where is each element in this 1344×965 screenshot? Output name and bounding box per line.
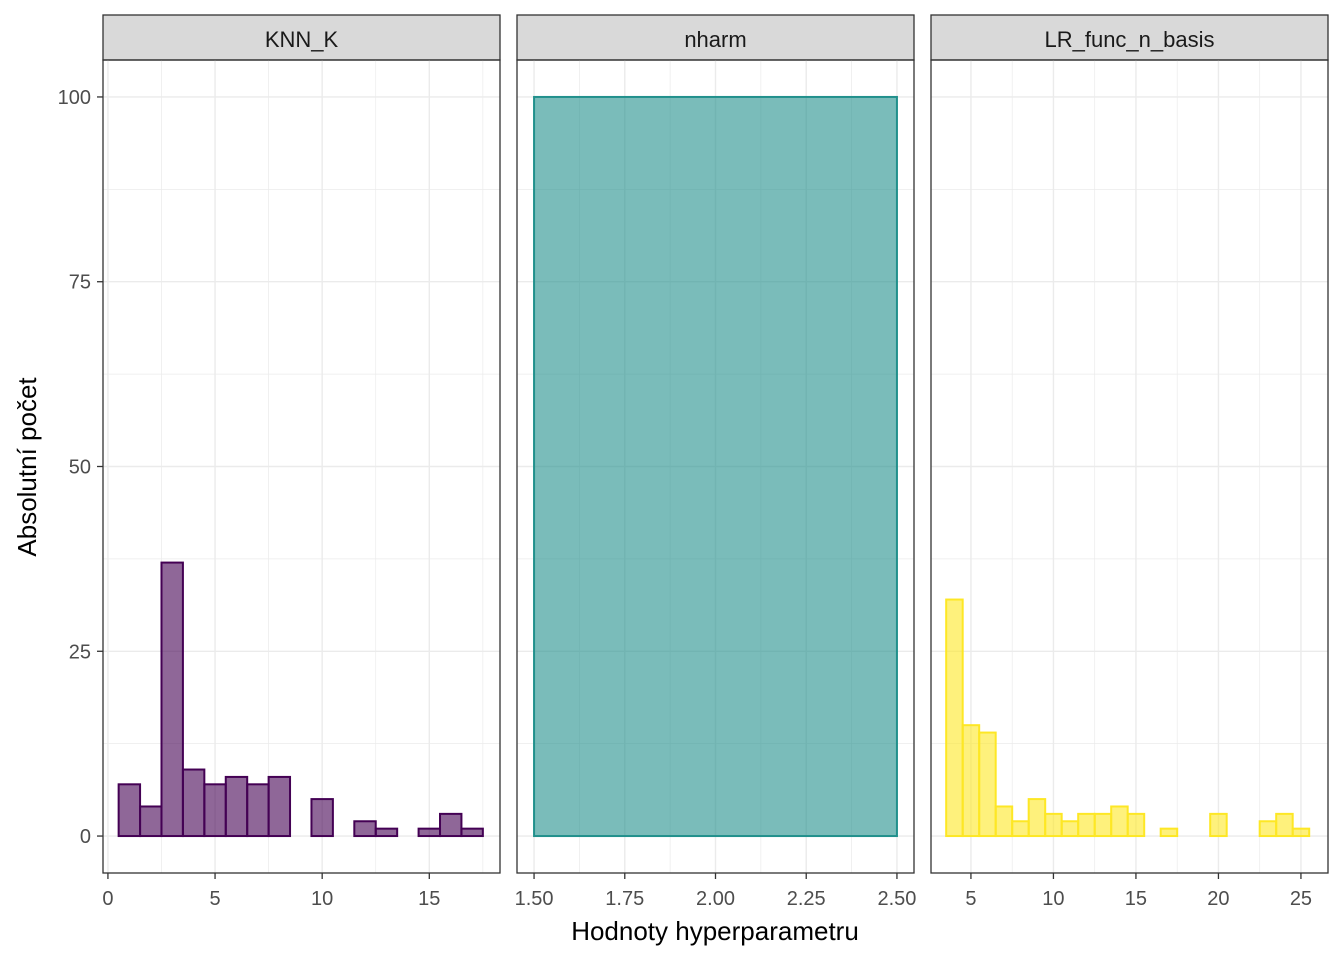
y-tick-label: 75: [69, 272, 91, 294]
facet-title: KNN_K: [265, 27, 339, 52]
x-tick-label: 5: [209, 888, 220, 910]
histogram-bar: [1044, 812, 1063, 838]
facet-strip: [102, 14, 501, 61]
histogram-bar: [1291, 827, 1311, 838]
histogram-bar: [160, 561, 184, 838]
histogram-bar: [203, 783, 227, 838]
x-tick-label: 10: [311, 888, 333, 910]
histogram-bar: [374, 827, 399, 838]
facet-strip: [516, 14, 915, 61]
x-axis-label: Hodnoty hyperparametru: [571, 916, 859, 946]
histogram-bar: [533, 95, 898, 838]
x-tick-label: 2.25: [787, 888, 826, 910]
facet-title: nharm: [684, 27, 746, 52]
x-tick-label: 1.75: [605, 888, 644, 910]
histogram-bar: [417, 827, 442, 838]
y-axis-label: Absolutní počet: [12, 377, 42, 557]
histogram-bar: [1011, 820, 1030, 838]
x-tick-label: 20: [1207, 888, 1229, 910]
histogram-bar: [246, 783, 270, 838]
histogram-bar: [267, 775, 292, 838]
x-tick-label: 1.50: [515, 888, 554, 910]
histogram-bar: [310, 798, 334, 838]
histogram-bar: [439, 812, 463, 838]
x-tick-label: 15: [418, 888, 440, 910]
histogram-bar: [1027, 798, 1047, 838]
histogram-bar: [1093, 812, 1113, 838]
histogram-bar: [353, 820, 377, 838]
histogram-bar: [117, 783, 142, 838]
histogram-bar: [1275, 812, 1294, 838]
histogram-bar: [139, 805, 163, 838]
histogram-bar: [460, 827, 484, 838]
histogram-bar: [1077, 812, 1096, 838]
y-tick-label: 25: [69, 641, 91, 663]
x-tick-label: 0: [102, 888, 113, 910]
histogram-bar: [945, 598, 964, 838]
histogram-bar: [1159, 827, 1179, 838]
x-tick-label: 2.00: [696, 888, 735, 910]
x-tick-label: 2.50: [877, 888, 916, 910]
histogram-bar: [978, 731, 997, 838]
histogram-bar: [1110, 805, 1129, 838]
histogram-bar: [1209, 812, 1228, 838]
x-tick-label: 10: [1042, 888, 1064, 910]
histogram-bar: [224, 775, 249, 838]
facet-title: LR_func_n_basis: [1044, 27, 1214, 52]
x-tick-label: 25: [1290, 888, 1312, 910]
histogram-bar: [961, 724, 981, 838]
histogram-bar: [1060, 820, 1080, 838]
histogram-bar: [1258, 820, 1278, 838]
facet-strip: [930, 14, 1329, 61]
histogram-bar: [1126, 812, 1146, 838]
y-tick-label: 100: [58, 87, 91, 109]
histogram-bar: [181, 768, 206, 838]
y-tick-label: 0: [80, 826, 91, 848]
y-tick-label: 50: [69, 457, 91, 479]
panel-border: [930, 59, 1329, 874]
histogram-bar: [994, 805, 1014, 838]
x-tick-label: 5: [965, 888, 976, 910]
x-tick-label: 15: [1125, 888, 1147, 910]
